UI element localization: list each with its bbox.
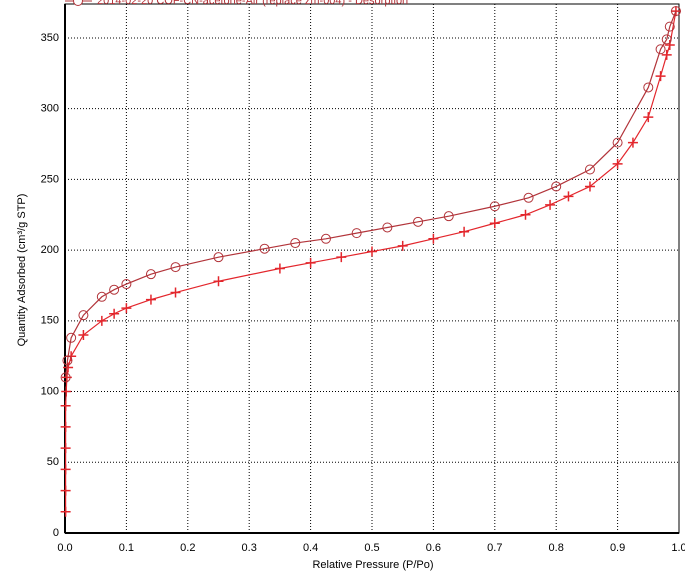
x-tick-label: 0.2: [180, 542, 195, 554]
y-tick-label: 50: [47, 456, 59, 468]
data-point: [78, 310, 89, 321]
data-point: [643, 112, 654, 123]
y-axis-label: Quantity Adsorbed (cm³/g STP): [16, 194, 28, 347]
x-tick-label: 0.5: [364, 542, 379, 554]
y-tick-label: 300: [41, 103, 59, 115]
data-point: [170, 287, 181, 298]
data-point: [290, 238, 301, 249]
data-point: [643, 82, 654, 93]
data-point: [664, 21, 675, 32]
data-point: [121, 279, 132, 290]
data-point: [96, 291, 107, 302]
data-point: [655, 44, 666, 55]
data-point: [109, 284, 120, 295]
x-tick-label: 1.0: [671, 542, 685, 554]
data-point: [367, 246, 377, 257]
data-point: [563, 191, 574, 202]
data-point: [584, 164, 595, 175]
data-point: [489, 218, 500, 229]
data-point: [489, 201, 500, 212]
data-point: [60, 372, 71, 383]
data-point: [213, 252, 224, 263]
data-point: [62, 355, 73, 366]
x-tick-label: 0.4: [303, 542, 318, 554]
data-point: [612, 158, 623, 169]
data-point: [60, 464, 71, 475]
data-point: [520, 209, 531, 220]
data-point: [60, 443, 71, 454]
data-point: [459, 226, 470, 237]
data-point: [259, 243, 270, 254]
data-point: [397, 240, 408, 251]
data-point: [109, 308, 120, 319]
data-point: [61, 386, 72, 397]
data-point: [655, 71, 666, 82]
data-point: [661, 49, 672, 60]
x-tick-label: 0.1: [119, 542, 134, 554]
data-point: [336, 252, 347, 263]
y-tick-label: 250: [41, 173, 59, 185]
y-tick-label: 100: [41, 385, 59, 397]
x-tick-label: 0.6: [426, 542, 441, 554]
data-point: [670, 6, 681, 17]
data-point: [305, 257, 316, 268]
data-point: [413, 216, 424, 227]
data-point: [584, 181, 595, 192]
series-line: [65, 10, 677, 378]
data-point: [60, 421, 71, 432]
data-point: [213, 276, 224, 287]
legend-label: 2014-02-20 COF-CN-acetone-Air (replace z…: [97, 0, 408, 7]
data-point: [145, 294, 156, 305]
data-point: [78, 329, 89, 340]
data-point: [545, 199, 556, 210]
data-point: [274, 263, 285, 274]
data-point: [382, 222, 393, 233]
x-axis-label: Relative Pressure (P/Po): [312, 559, 433, 571]
x-tick-label: 0.0: [57, 542, 72, 554]
data-point: [60, 506, 71, 517]
data-point: [627, 137, 638, 148]
data-point: [121, 303, 132, 314]
data-point: [66, 332, 77, 343]
data-point: [661, 34, 672, 45]
data-point: [96, 315, 107, 326]
data-point: [170, 262, 181, 273]
x-tick-label: 0.9: [610, 542, 625, 554]
data-point: [351, 228, 362, 239]
data-point: [60, 400, 71, 411]
series-line: [65, 10, 677, 512]
legend-marker: [73, 0, 83, 6]
data-point: [664, 40, 675, 51]
data-point: [523, 192, 534, 203]
y-tick-label: 350: [41, 32, 59, 44]
data-point: [60, 485, 71, 496]
y-tick-label: 200: [41, 244, 59, 256]
data-point: [145, 269, 156, 280]
x-tick-label: 0.7: [487, 542, 502, 554]
data-point: [551, 181, 562, 192]
y-tick-label: 150: [41, 315, 59, 327]
data-point: [428, 233, 439, 244]
data-point: [320, 233, 331, 244]
x-tick-label: 0.3: [242, 542, 257, 554]
data-point: [612, 137, 623, 148]
y-tick-label: 0: [53, 527, 59, 539]
data-point: [443, 211, 454, 222]
x-tick-label: 0.8: [549, 542, 564, 554]
data-point: [63, 362, 74, 373]
